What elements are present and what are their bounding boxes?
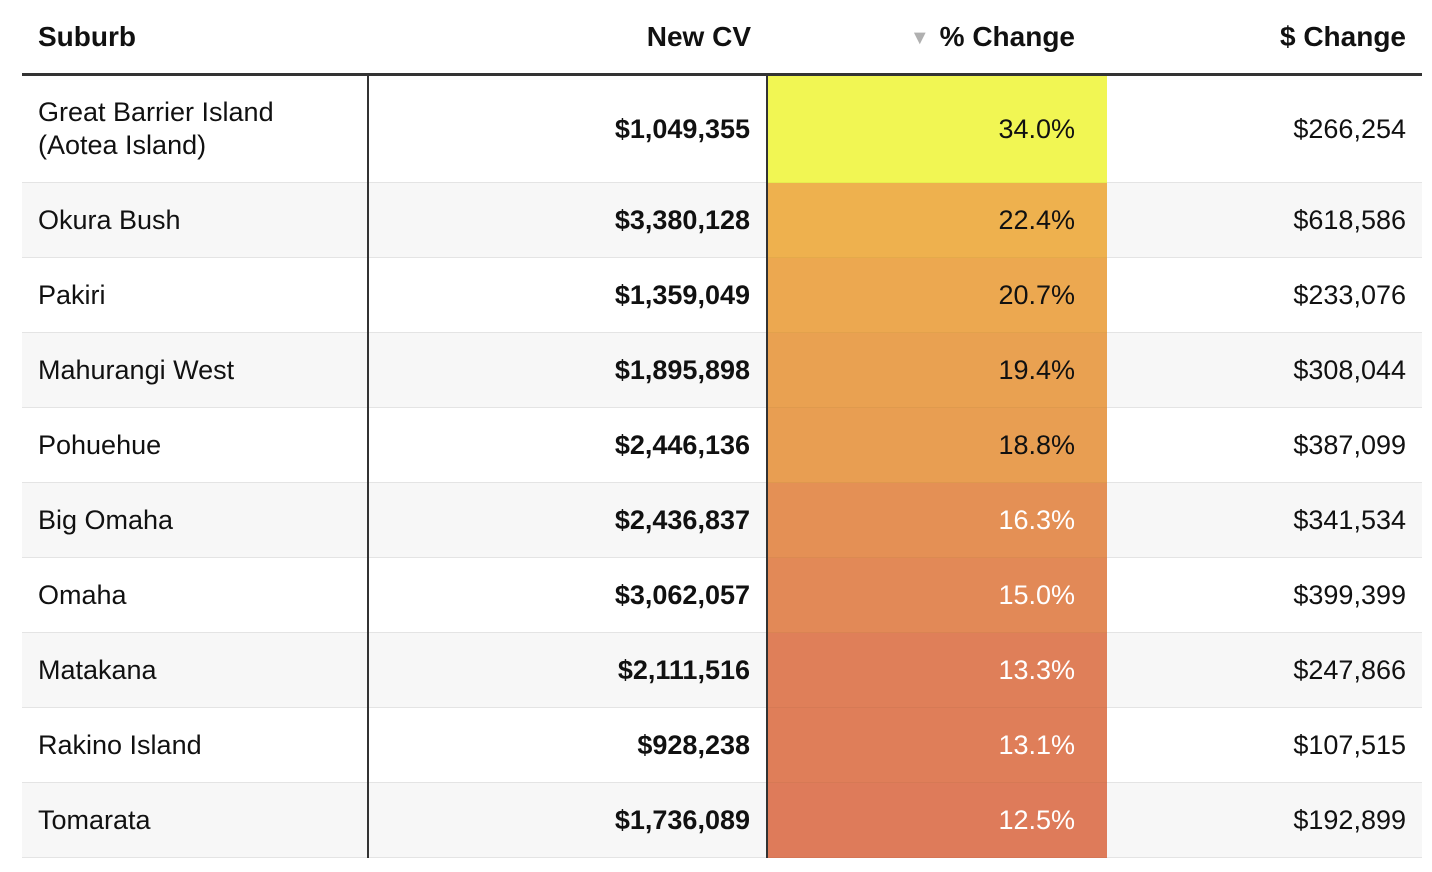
header-row: Suburb New CV ▼ % Change $ Change: [22, 0, 1422, 76]
column-header-suburb[interactable]: Suburb: [22, 0, 368, 76]
cell-dollar-change: $233,076: [1107, 257, 1422, 333]
sort-descending-icon[interactable]: ▼: [909, 26, 930, 49]
cell-new-cv: $2,111,516: [368, 632, 768, 708]
cell-dollar-change: $341,534: [1107, 482, 1422, 558]
cell-dollar-change: $247,866: [1107, 632, 1422, 708]
table-row: Pakiri $1,359,049 20.7% $233,076: [22, 257, 1422, 333]
column-header-dollar-change[interactable]: $ Change: [1107, 0, 1422, 76]
cell-suburb: Tomarata: [22, 782, 369, 858]
table-row: Matakana $2,111,516 13.3% $247,866: [22, 632, 1422, 708]
cell-dollar-change: $618,586: [1107, 182, 1422, 258]
cell-dollar-change: $399,399: [1107, 557, 1422, 633]
cell-new-cv: $1,359,049: [368, 257, 768, 333]
cv-change-table: Suburb New CV ▼ % Change $ Change Great B…: [22, 0, 1422, 858]
cell-new-cv: $2,446,136: [368, 407, 768, 483]
cell-suburb: Pohuehue: [22, 407, 369, 483]
cell-pct-change: 12.5%: [767, 782, 1107, 858]
cell-suburb: Pakiri: [22, 257, 369, 333]
column-header-pct-change[interactable]: ▼ % Change: [767, 0, 1107, 76]
cell-new-cv: $1,736,089: [368, 782, 768, 858]
cell-suburb: Omaha: [22, 557, 369, 633]
table-body: Great Barrier Island (Aotea Island) $1,049…: [22, 74, 1422, 858]
cell-pct-change: 15.0%: [767, 557, 1107, 633]
cell-suburb: Big Omaha: [22, 482, 369, 558]
cell-new-cv: $3,380,128: [368, 182, 768, 258]
cell-suburb: Mahurangi West: [22, 332, 369, 408]
cell-pct-change: 20.7%: [767, 257, 1107, 333]
cell-suburb: Matakana: [22, 632, 369, 708]
cell-pct-change: 18.8%: [767, 407, 1107, 483]
cell-pct-change: 34.0%: [767, 74, 1107, 183]
cell-dollar-change: $387,099: [1107, 407, 1422, 483]
table-row: Mahurangi West $1,895,898 19.4% $308,044: [22, 332, 1422, 408]
table-header: Suburb New CV ▼ % Change $ Change: [22, 0, 1422, 76]
column-header-new-cv[interactable]: New CV: [368, 0, 767, 76]
table-row: Big Omaha $2,436,837 16.3% $341,534: [22, 482, 1422, 558]
cell-new-cv: $1,049,355: [368, 74, 768, 183]
data-table-container: Suburb New CV ▼ % Change $ Change Great B…: [22, 0, 1422, 858]
cell-pct-change: 13.3%: [767, 632, 1107, 708]
column-header-pct-change-label: % Change: [939, 20, 1075, 52]
cell-suburb: Okura Bush: [22, 182, 369, 258]
table-row: Great Barrier Island (Aotea Island) $1,049…: [22, 74, 1422, 183]
cell-dollar-change: $107,515: [1107, 707, 1422, 783]
cell-pct-change: 16.3%: [767, 482, 1107, 558]
cell-dollar-change: $308,044: [1107, 332, 1422, 408]
cell-suburb: Great Barrier Island (Aotea Island): [22, 74, 369, 183]
cell-pct-change: 19.4%: [767, 332, 1107, 408]
cell-new-cv: $3,062,057: [368, 557, 768, 633]
cell-new-cv: $928,238: [368, 707, 768, 783]
table-row: Okura Bush $3,380,128 22.4% $618,586: [22, 182, 1422, 258]
table-row: Pohuehue $2,446,136 18.8% $387,099: [22, 407, 1422, 483]
cell-pct-change: 22.4%: [767, 182, 1107, 258]
cell-new-cv: $1,895,898: [368, 332, 768, 408]
cell-dollar-change: $192,899: [1107, 782, 1422, 858]
cell-suburb: Rakino Island: [22, 707, 369, 783]
cell-pct-change: 13.1%: [767, 707, 1107, 783]
cell-new-cv: $2,436,837: [368, 482, 768, 558]
table-row: Tomarata $1,736,089 12.5% $192,899: [22, 782, 1422, 858]
table-row: Omaha $3,062,057 15.0% $399,399: [22, 557, 1422, 633]
table-row: Rakino Island $928,238 13.1% $107,515: [22, 707, 1422, 783]
cell-dollar-change: $266,254: [1107, 74, 1422, 183]
